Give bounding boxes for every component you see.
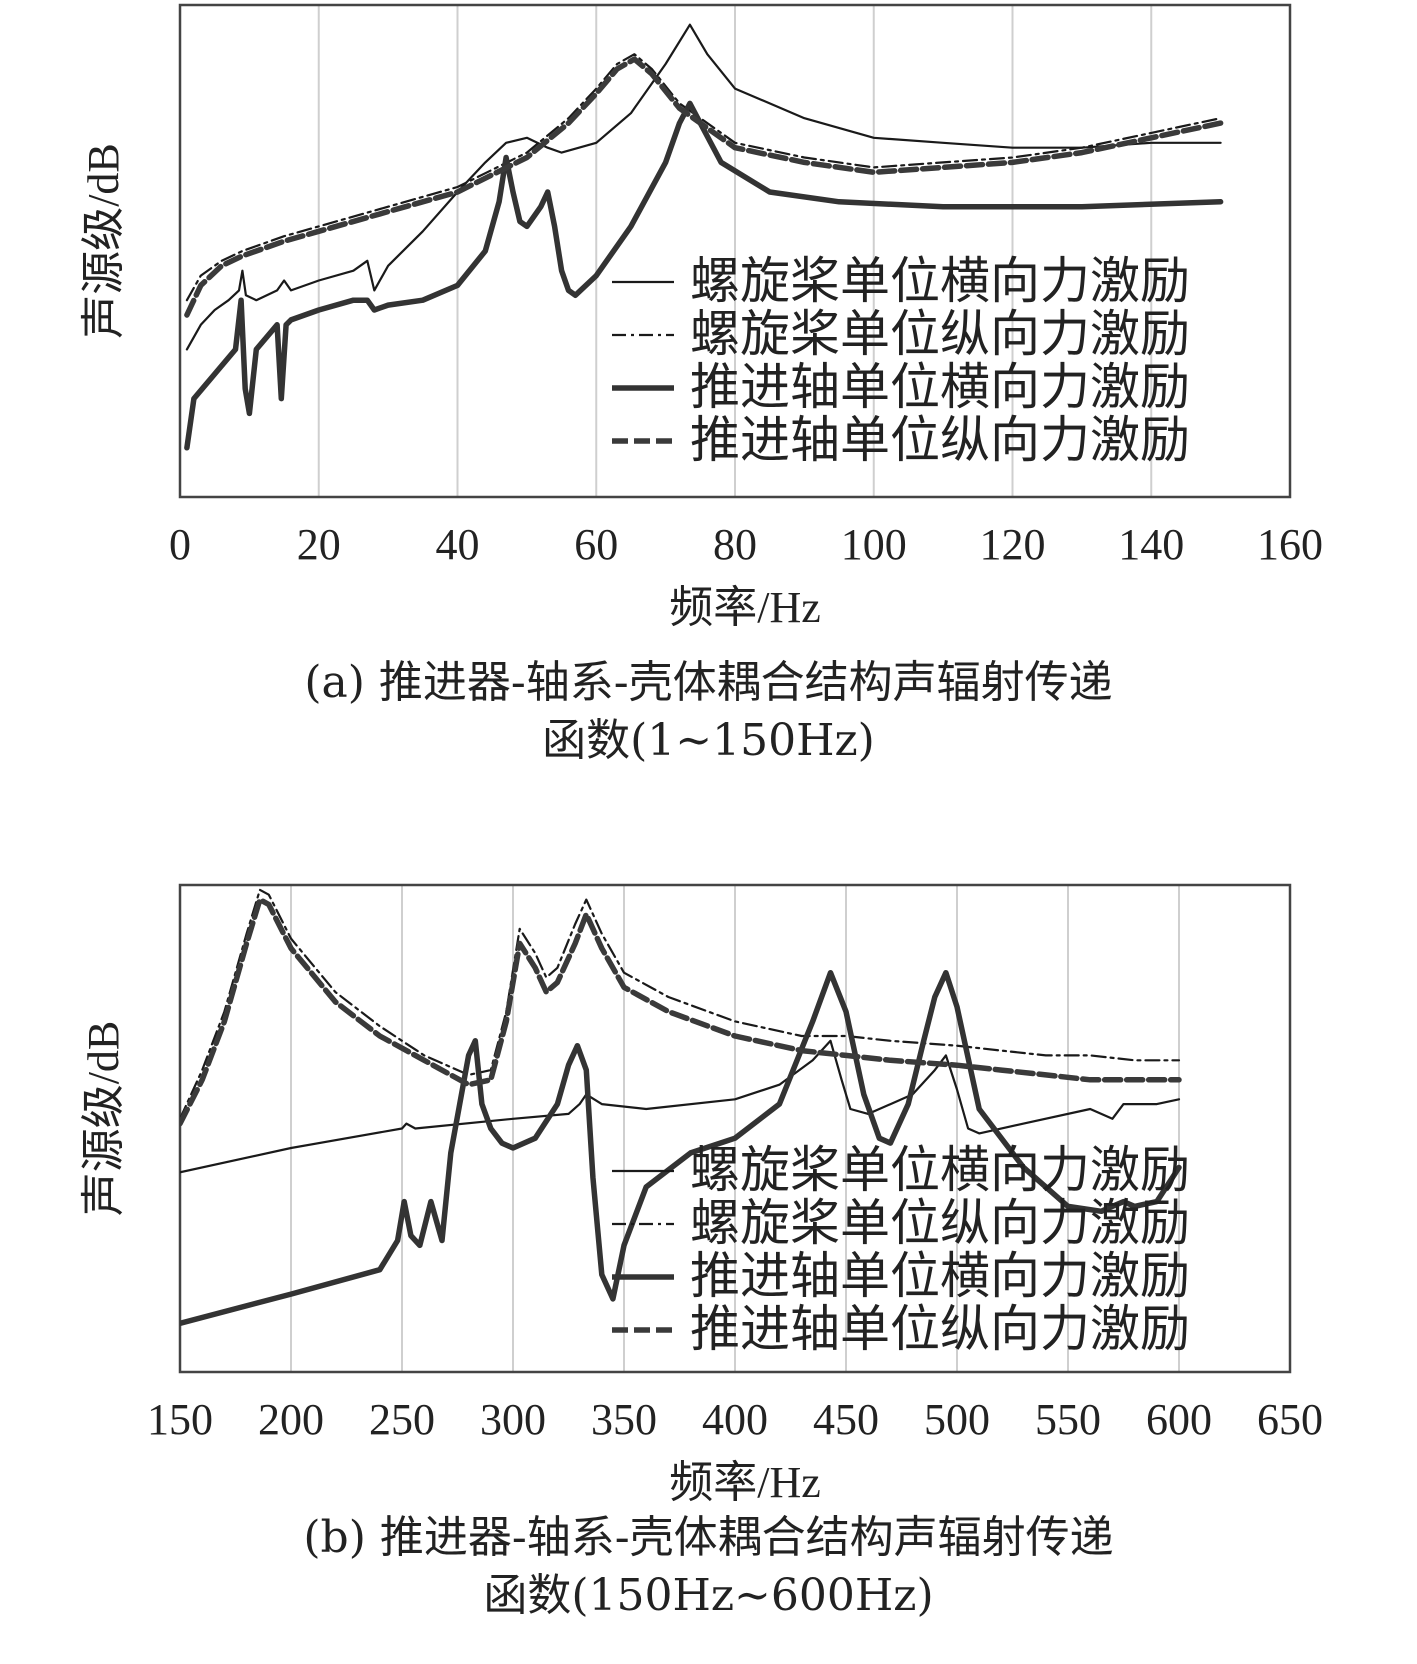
legend-label-2: 螺旋桨单位纵向力激励	[690, 1194, 1190, 1252]
legend-label-1: 螺旋桨单位横向力激励	[690, 1141, 1190, 1199]
series-line-4	[184, 56, 1224, 318]
y-axis-label: 声源级/dB	[79, 143, 128, 339]
legend-label-3: 推进轴单位横向力激励	[690, 358, 1190, 416]
x-tick-label: 350	[591, 1395, 657, 1444]
series-group	[184, 23, 1224, 451]
chart-panel-b: 150 200 250 300 350 400 450 500 550 600 650 频率/Hz 声源…	[0, 870, 1417, 1664]
plot-frame	[178, 3, 1292, 499]
x-tick-label: 20	[297, 520, 341, 569]
series-group	[180, 888, 1182, 1327]
series-line-3	[180, 969, 1182, 1327]
x-tick-label: 40	[436, 520, 480, 569]
series-line-2	[180, 888, 1181, 1120]
x-tick-label: 300	[480, 1395, 546, 1444]
x-tick-label: 160	[1257, 520, 1323, 569]
series-line-1	[180, 1039, 1181, 1174]
y-axis-label: 声源级/dB	[79, 1021, 128, 1217]
x-tick-label: 140	[1118, 520, 1184, 569]
x-tick-label: 120	[980, 520, 1046, 569]
x-tick-label: 80	[713, 520, 757, 569]
x-tick-label: 600	[1146, 1395, 1212, 1444]
series-line-1	[185, 23, 1222, 351]
x-axis-label: 频率/Hz	[669, 583, 821, 632]
chart-panel-a: 0 20 40 60 80 100 120 140 160 频率/Hz 声源级/dB 螺旋桨单位横向力…	[0, 0, 1417, 820]
x-tick-label: 100	[841, 520, 907, 569]
chart-b-svg: 150 200 250 300 350 400 450 500 550 600 650 频率/Hz 声源…	[79, 883, 1323, 1507]
legend-label-3: 推进轴单位横向力激励	[690, 1247, 1190, 1305]
series-line-4	[180, 896, 1182, 1127]
chart-a-caption-line2: 函数(1~150Hz)	[542, 715, 875, 766]
chart-a-svg: 0 20 40 60 80 100 120 140 160 频率/Hz 声源级/dB 螺旋桨单位横向力…	[79, 3, 1323, 632]
series-line-3	[184, 100, 1224, 451]
x-tick-label: 450	[813, 1395, 879, 1444]
x-tick-label: 0	[169, 520, 191, 569]
x-tick-label: 150	[147, 1395, 213, 1444]
plot-frame	[178, 883, 1292, 1374]
series-line-2	[185, 53, 1222, 302]
x-tick-label: 400	[702, 1395, 768, 1444]
legend-label-4: 推进轴单位纵向力激励	[690, 1300, 1190, 1358]
x-tick-label: 60	[574, 520, 618, 569]
legend-label-1: 螺旋桨单位横向力激励	[690, 252, 1190, 310]
x-tick-label: 550	[1035, 1395, 1101, 1444]
legend-label-2: 螺旋桨单位纵向力激励	[690, 305, 1190, 363]
x-tick-label: 250	[369, 1395, 435, 1444]
chart-a-caption-line1: (a) 推进器-轴系-壳体耦合结构声辐射传递	[304, 657, 1113, 708]
chart-b-caption-line2: 函数(150Hz~600Hz)	[483, 1570, 934, 1621]
chart-b-caption-line1: (b) 推进器-轴系-壳体耦合结构声辐射传递	[303, 1512, 1114, 1563]
x-tick-label: 200	[258, 1395, 324, 1444]
x-tick-label: 650	[1257, 1395, 1323, 1444]
x-axis-label: 频率/Hz	[669, 1458, 821, 1507]
legend-label-4: 推进轴单位纵向力激励	[690, 411, 1190, 469]
x-tick-label: 500	[924, 1395, 990, 1444]
